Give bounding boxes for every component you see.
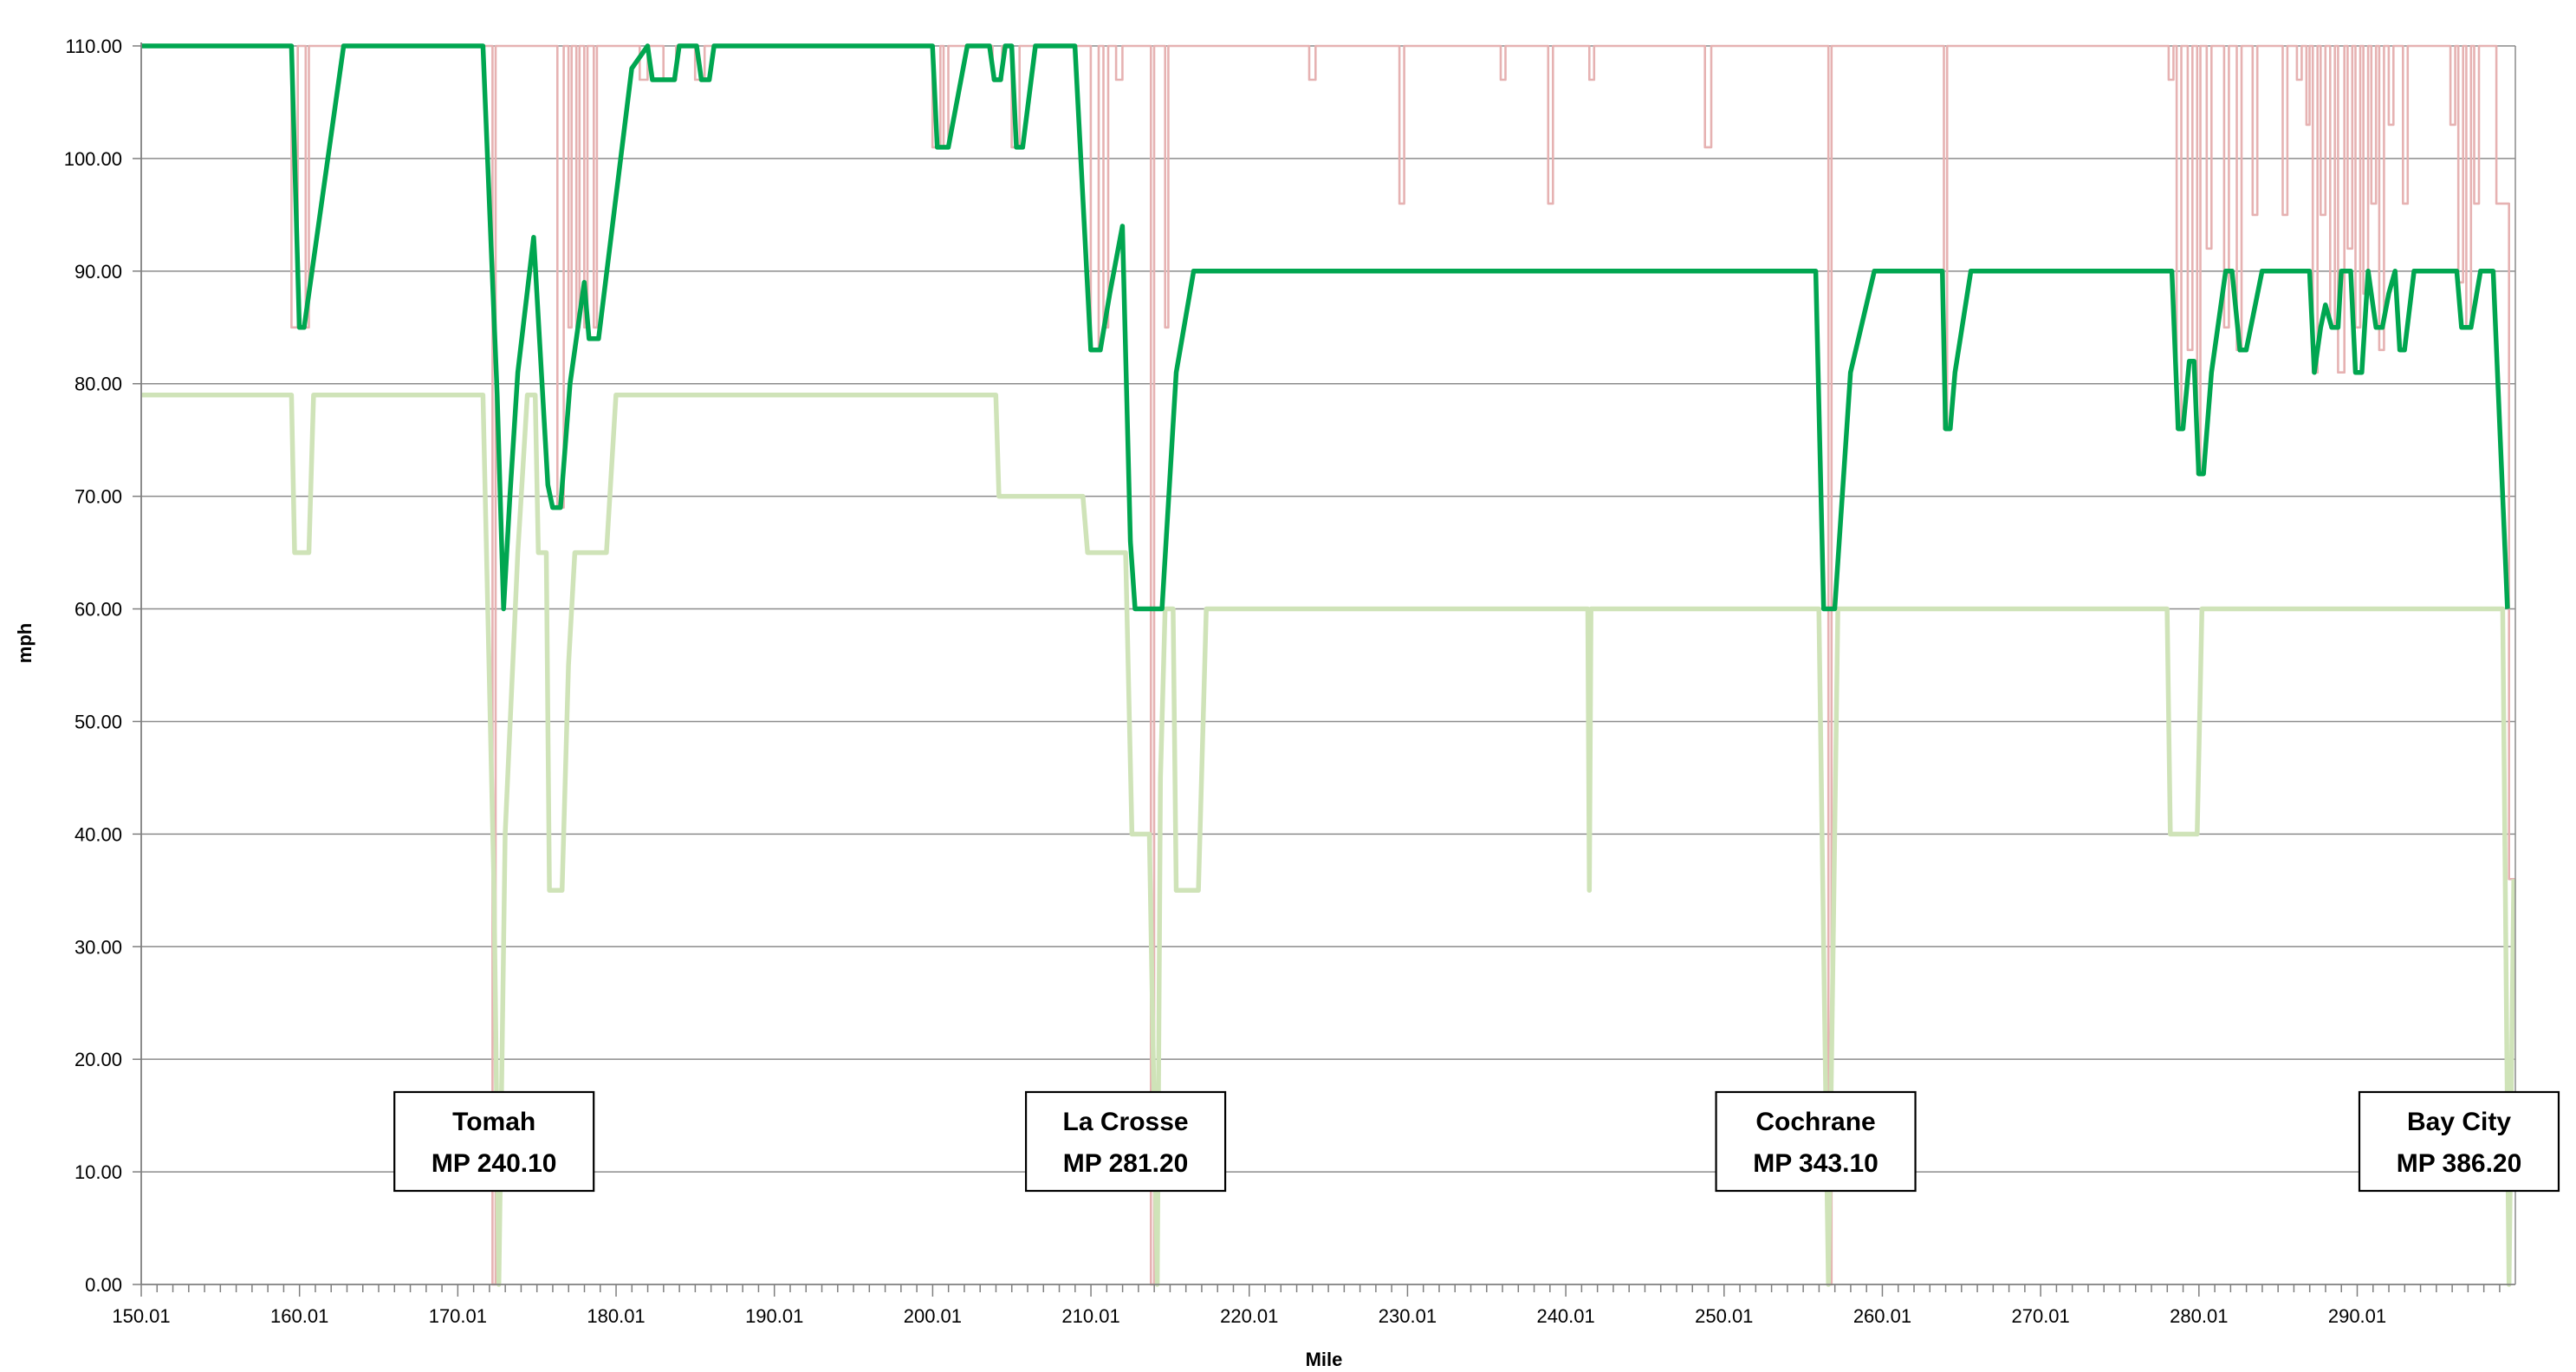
x-tick-label: 170.01 bbox=[429, 1305, 487, 1327]
x-axis-title: Mile bbox=[1306, 1349, 1343, 1370]
x-tick-label: 230.01 bbox=[1379, 1305, 1437, 1327]
x-tick-label: 270.01 bbox=[2011, 1305, 2069, 1327]
annotation-layer: Tomah MP 240.10 La Crosse MP 281.20 Cochrane… bbox=[393, 1090, 2560, 1193]
y-tick-label: 10.00 bbox=[75, 1161, 122, 1183]
axis-layer: 0.00 10.00 20.00 30.00 40.00 50.00 60.00 70.00 8… bbox=[64, 36, 2516, 1327]
y-tick-label: 50.00 bbox=[75, 711, 122, 732]
station-annotation: Bay City MP 386.20 bbox=[2358, 1090, 2560, 1193]
station-milepost: MP 281.20 bbox=[1063, 1149, 1189, 1178]
x-tick-label: 220.01 bbox=[1220, 1305, 1278, 1327]
x-tick-label: 200.01 bbox=[904, 1305, 962, 1327]
station-name: La Crosse bbox=[1063, 1108, 1189, 1136]
station-annotation: Cochrane MP 343.10 bbox=[1715, 1090, 1917, 1193]
station-box bbox=[393, 1090, 595, 1193]
y-tick-label: 40.00 bbox=[75, 823, 122, 845]
y-axis-title: mph bbox=[14, 623, 36, 663]
y-tick-label: 20.00 bbox=[75, 1049, 122, 1070]
y-tick-label: 30.00 bbox=[75, 936, 122, 958]
series-layer bbox=[141, 43, 2516, 1287]
station-annotation: La Crosse MP 281.20 bbox=[1024, 1090, 1227, 1193]
x-tick-label: 210.01 bbox=[1061, 1305, 1119, 1327]
station-box bbox=[2358, 1090, 2560, 1193]
x-tick-label: 250.01 bbox=[1695, 1305, 1753, 1327]
y-tick-label: 70.00 bbox=[75, 486, 122, 508]
station-name: Bay City bbox=[2407, 1108, 2511, 1136]
y-tick-label: 110.00 bbox=[65, 36, 122, 57]
y-tick-label: 80.00 bbox=[75, 374, 122, 395]
x-tick-label: 150.01 bbox=[112, 1305, 170, 1327]
station-milepost: MP 343.10 bbox=[1753, 1149, 1878, 1178]
station-name: Cochrane bbox=[1755, 1108, 1875, 1136]
y-tick-label: 90.00 bbox=[75, 261, 122, 283]
x-tick-label: 240.01 bbox=[1536, 1305, 1594, 1327]
x-tick-label: 160.01 bbox=[270, 1305, 328, 1327]
x-tick-label: 280.01 bbox=[2170, 1305, 2228, 1327]
x-tick-label: 180.01 bbox=[587, 1305, 645, 1327]
y-tick-label: 60.00 bbox=[75, 599, 122, 621]
y-tick-label: 0.00 bbox=[85, 1274, 122, 1296]
restricted-speed-series-line bbox=[141, 392, 2516, 1287]
station-annotation: Tomah MP 240.10 bbox=[393, 1090, 595, 1193]
station-box bbox=[1715, 1090, 1917, 1193]
station-name: Tomah bbox=[452, 1108, 535, 1136]
x-tick-label: 260.01 bbox=[1853, 1305, 1911, 1327]
train-speed-series-line bbox=[141, 43, 2510, 612]
station-box bbox=[1024, 1090, 1227, 1193]
station-milepost: MP 240.10 bbox=[431, 1149, 557, 1178]
station-milepost: MP 386.20 bbox=[2397, 1149, 2522, 1178]
y-tick-label: 100.00 bbox=[64, 148, 122, 170]
x-tick-label: 190.01 bbox=[745, 1305, 803, 1327]
x-tick-label: 290.01 bbox=[2328, 1305, 2386, 1327]
